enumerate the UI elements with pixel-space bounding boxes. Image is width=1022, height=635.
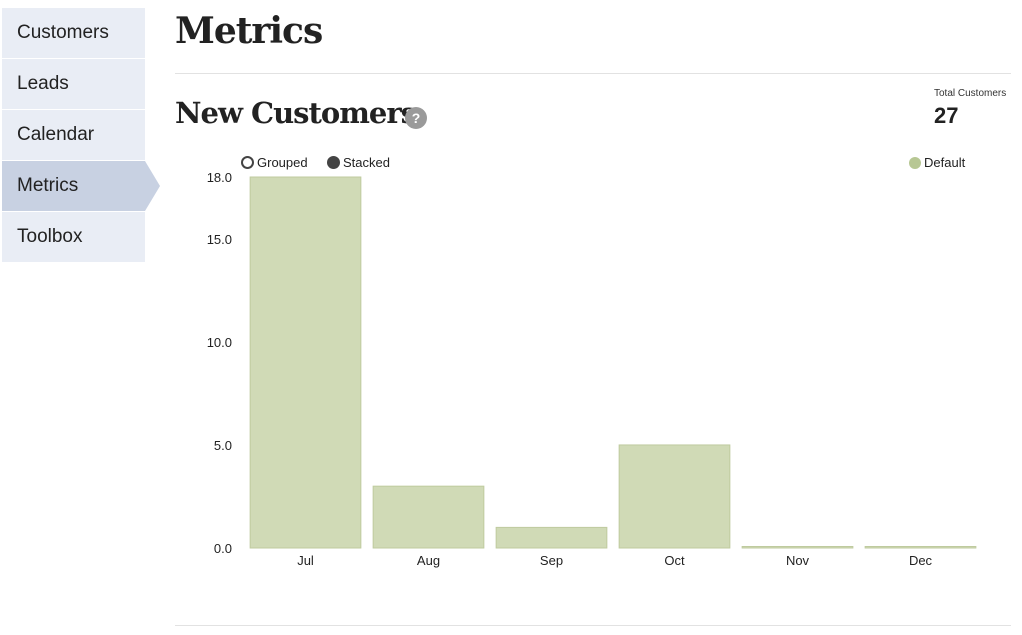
section-title: New Customers bbox=[175, 96, 417, 130]
sidebar-item-metrics[interactable]: Metrics bbox=[2, 161, 160, 211]
x-tick-label: Jul bbox=[297, 553, 314, 568]
sidebar-item-calendar[interactable]: Calendar bbox=[2, 110, 145, 160]
sidebar-item-toolbox[interactable]: Toolbox bbox=[2, 212, 145, 262]
y-tick-label: 10.0 bbox=[207, 335, 232, 350]
title-divider bbox=[175, 73, 1011, 74]
y-tick-label: 0.0 bbox=[214, 541, 232, 556]
x-tick-label: Nov bbox=[786, 553, 810, 568]
y-tick-label: 18.0 bbox=[207, 170, 232, 185]
bar-sep[interactable] bbox=[495, 526, 608, 549]
bar-dec[interactable] bbox=[864, 546, 977, 549]
bottom-divider bbox=[175, 625, 1011, 626]
sidebar-item-customers[interactable]: Customers bbox=[2, 8, 145, 58]
bar-oct[interactable] bbox=[618, 444, 731, 549]
x-tick-label: Dec bbox=[909, 553, 933, 568]
total-customers-label: Total Customers bbox=[934, 88, 1007, 99]
bar-nov[interactable] bbox=[741, 546, 854, 549]
grouped-toggle[interactable]: Grouped bbox=[241, 155, 308, 170]
page-title: Metrics bbox=[175, 10, 323, 52]
x-tick-label: Sep bbox=[540, 553, 563, 568]
grouped-label: Grouped bbox=[257, 155, 308, 170]
sidebar-nav: Customers Leads Calendar Metrics Toolbox bbox=[2, 8, 162, 263]
help-icon[interactable]: ? bbox=[405, 107, 427, 129]
legend-label: Default bbox=[924, 155, 966, 170]
stacked-label: Stacked bbox=[343, 155, 390, 170]
x-tick-label: Aug bbox=[417, 553, 440, 568]
chart-legend: Default bbox=[909, 155, 965, 170]
total-customers-value: 27 bbox=[934, 103, 959, 128]
x-tick-label: Oct bbox=[664, 553, 685, 568]
y-tick-label: 15.0 bbox=[207, 232, 232, 247]
stacked-toggle[interactable]: Stacked bbox=[327, 155, 390, 170]
stacked-radio-icon[interactable] bbox=[327, 156, 340, 169]
sidebar-item-leads[interactable]: Leads bbox=[2, 59, 145, 109]
bar-aug[interactable] bbox=[372, 485, 485, 549]
y-tick-label: 5.0 bbox=[214, 438, 232, 453]
bar-jul[interactable] bbox=[249, 176, 362, 549]
grouped-radio-icon[interactable] bbox=[241, 156, 254, 169]
legend-swatch-icon bbox=[909, 156, 921, 169]
